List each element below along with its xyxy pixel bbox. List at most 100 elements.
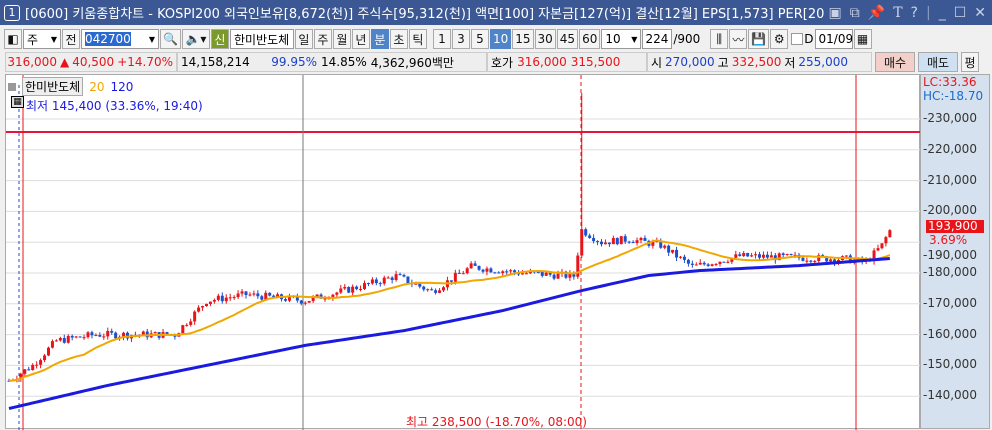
candle [212, 299, 216, 302]
candle [813, 261, 817, 263]
price-chart[interactable]: 한미반도체 20 120 ▦ 최저 145,400 (33.36%, 19:40… [5, 74, 921, 430]
candle [793, 254, 797, 256]
candle [414, 283, 418, 285]
gear-icon[interactable]: ⚙ [770, 29, 789, 49]
maximize-icon[interactable]: ☐ [953, 4, 967, 21]
candle [754, 254, 758, 256]
candle [31, 364, 35, 371]
interval-1[interactable]: 1 [432, 29, 451, 49]
candle [260, 296, 264, 300]
prev-button[interactable]: 전 [62, 29, 80, 49]
sell-button[interactable]: 매도 [918, 52, 958, 72]
y-tick-label: -220,000 [923, 141, 977, 156]
candle [58, 338, 62, 341]
candle [244, 291, 248, 296]
candle [643, 237, 647, 241]
date-input[interactable]: 01/09 [814, 29, 853, 49]
candle [197, 307, 201, 312]
unit-tick[interactable]: 틱 [408, 29, 427, 49]
table-icon[interactable]: ▦ [11, 96, 24, 108]
candle [572, 272, 576, 277]
candle [402, 274, 406, 277]
candle [284, 299, 287, 301]
code-input[interactable]: 042700 ▼ [81, 29, 159, 49]
legend-ma120[interactable]: 120 [110, 79, 134, 94]
candle [509, 270, 513, 272]
close-icon[interactable]: ✕ [974, 4, 986, 21]
search-icon[interactable]: 🔍 [160, 29, 181, 49]
candle [106, 330, 110, 337]
bars-input[interactable]: 224 [642, 29, 673, 49]
unit-month[interactable]: 월 [332, 29, 351, 49]
avg-button[interactable]: 평 [961, 52, 979, 72]
interval-5[interactable]: 5 [470, 29, 489, 49]
candle [248, 294, 252, 296]
ma120-line [8, 257, 890, 410]
unit-second[interactable]: 초 [389, 29, 408, 49]
candle [394, 274, 398, 280]
interval-15[interactable]: 15 [512, 29, 534, 49]
interval-10[interactable]: 10 [489, 29, 512, 49]
count-select[interactable]: 10 ▼ [601, 29, 642, 49]
candle [785, 254, 789, 256]
candle [378, 283, 382, 285]
candle [469, 263, 473, 269]
candle [671, 249, 675, 253]
period-select[interactable]: 주 ▼ [23, 29, 61, 49]
candle [398, 274, 402, 276]
candle [39, 360, 43, 365]
candle [584, 229, 588, 236]
candle [7, 380, 11, 382]
help-icon[interactable]: ? [910, 4, 918, 21]
y-tick-label: -170,000 [923, 295, 977, 310]
save-icon[interactable]: 💾 [748, 29, 770, 49]
change-pct: +14.70% [117, 55, 173, 69]
buy-button[interactable]: 매수 [875, 52, 915, 72]
unit-minute[interactable]: 분 [370, 29, 389, 49]
candle [540, 271, 544, 276]
unit-week[interactable]: 주 [313, 29, 332, 49]
candle [742, 253, 746, 257]
price-axis[interactable]: LC:33.36 HC:-18.70 -230,000 -220,000 -210,… [920, 74, 990, 429]
stock-name[interactable]: 한미반도체 [229, 29, 294, 49]
text-icon[interactable]: T [893, 4, 903, 21]
window-icon[interactable]: ⧉ [849, 4, 860, 21]
candle [54, 340, 58, 342]
candle [240, 291, 244, 294]
title-bar: 1 [0600] 키움종합차트 - KOSPI200 외국인보유[8,672(천… [0, 0, 992, 25]
candle [473, 263, 477, 266]
calendar-icon[interactable]: ▦ [853, 29, 872, 49]
panel-toggle-icon[interactable]: ◧ [4, 29, 22, 49]
title-divider: | [925, 4, 931, 21]
unit-year[interactable]: 년 [351, 29, 370, 49]
candle [481, 269, 485, 272]
pin-icon[interactable]: 📌 [867, 4, 886, 21]
candle [817, 255, 821, 262]
candle [497, 272, 501, 274]
candle [94, 334, 98, 336]
minimize-icon[interactable]: _ [938, 4, 946, 21]
candle [220, 295, 224, 302]
candle [663, 245, 667, 248]
candle [347, 287, 351, 293]
interval-45[interactable]: 45 [556, 29, 579, 49]
unit-day[interactable]: 일 [294, 29, 313, 49]
candle [600, 241, 603, 245]
candle [548, 272, 552, 275]
candle-add-icon[interactable]: ⫼ [710, 29, 729, 49]
candle [726, 261, 730, 263]
interval-30[interactable]: 30 [534, 29, 556, 49]
legend-ma20[interactable]: 20 [89, 79, 105, 94]
interval-60[interactable]: 60 [579, 29, 601, 49]
d-checkbox[interactable] [791, 33, 804, 45]
candle [153, 332, 157, 334]
candle [165, 332, 169, 335]
layout-icon[interactable]: ▣ [828, 4, 842, 21]
speaker-icon[interactable]: 🔈▾ [181, 29, 210, 49]
indicator-add-icon[interactable]: 〰 [729, 29, 748, 49]
candle [679, 256, 682, 258]
candle [185, 324, 189, 326]
interval-3[interactable]: 3 [451, 29, 470, 49]
lc-label: LC:33.36 [923, 75, 977, 89]
legend-stock-name[interactable]: 한미반도체 [22, 77, 84, 96]
